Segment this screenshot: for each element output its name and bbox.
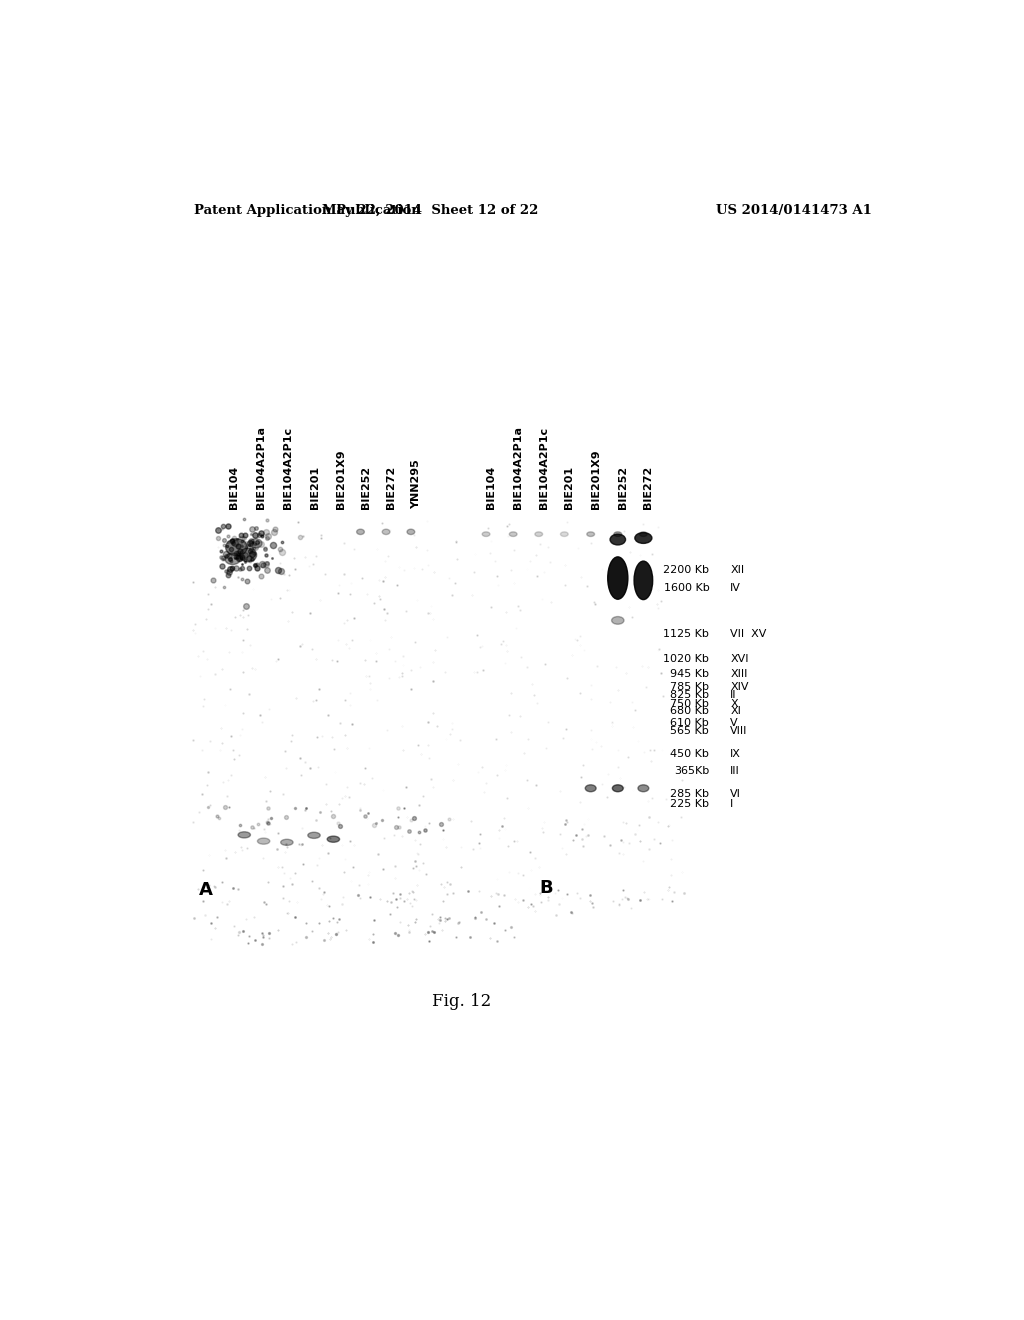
Text: VII  XV: VII XV (730, 630, 767, 639)
Text: BIE201X9: BIE201X9 (591, 449, 601, 508)
Ellipse shape (225, 553, 241, 565)
Ellipse shape (257, 838, 270, 845)
Ellipse shape (614, 532, 622, 536)
Ellipse shape (611, 616, 624, 624)
Text: 1020 Kb: 1020 Kb (664, 653, 710, 664)
Text: III: III (730, 767, 740, 776)
Text: A: A (199, 880, 212, 899)
Text: BIE252: BIE252 (360, 466, 371, 508)
Ellipse shape (281, 840, 293, 845)
Text: 2200 Kb: 2200 Kb (664, 565, 710, 576)
Ellipse shape (250, 539, 262, 548)
Text: XIII: XIII (730, 669, 748, 680)
Text: 825 Kb: 825 Kb (671, 690, 710, 700)
Text: BIE104A2P1a: BIE104A2P1a (513, 426, 523, 508)
Ellipse shape (635, 532, 652, 544)
Text: Patent Application Publication: Patent Application Publication (194, 205, 421, 218)
Text: 1125 Kb: 1125 Kb (664, 630, 710, 639)
Ellipse shape (587, 532, 595, 536)
Ellipse shape (382, 529, 390, 535)
Text: BIE201: BIE201 (564, 466, 574, 508)
Ellipse shape (640, 532, 647, 536)
Text: BIE104: BIE104 (228, 466, 239, 508)
Ellipse shape (638, 785, 649, 792)
Ellipse shape (607, 557, 628, 599)
Text: BIE104A2P1a: BIE104A2P1a (256, 426, 266, 508)
Text: 680 Kb: 680 Kb (671, 706, 710, 717)
Text: BIE252: BIE252 (617, 466, 628, 508)
Text: XIV: XIV (730, 681, 749, 692)
Text: BIE201X9: BIE201X9 (336, 449, 346, 508)
Ellipse shape (560, 532, 568, 536)
Text: 225 Kb: 225 Kb (671, 799, 710, 809)
Ellipse shape (407, 529, 415, 535)
Text: May 22, 2014  Sheet 12 of 22: May 22, 2014 Sheet 12 of 22 (323, 205, 539, 218)
Text: XII: XII (730, 565, 744, 576)
Ellipse shape (238, 832, 251, 838)
Text: I: I (730, 799, 733, 809)
Text: 285 Kb: 285 Kb (671, 789, 710, 800)
Text: B: B (540, 879, 553, 898)
Text: Fig. 12: Fig. 12 (432, 993, 490, 1010)
Text: 1600 Kb: 1600 Kb (664, 583, 710, 593)
Ellipse shape (586, 785, 596, 792)
Text: X: X (730, 698, 738, 709)
Text: 945 Kb: 945 Kb (671, 669, 710, 680)
Text: VI: VI (730, 789, 741, 800)
Text: V: V (730, 718, 738, 727)
Text: BIE201: BIE201 (310, 466, 321, 508)
Ellipse shape (308, 832, 321, 838)
Text: II: II (730, 690, 736, 700)
Ellipse shape (225, 539, 248, 556)
Text: 610 Kb: 610 Kb (671, 718, 710, 727)
Text: BIE272: BIE272 (643, 466, 653, 508)
Text: 785 Kb: 785 Kb (671, 681, 710, 692)
Ellipse shape (240, 548, 257, 562)
Text: 365Kb: 365Kb (674, 767, 710, 776)
Text: 450 Kb: 450 Kb (671, 748, 710, 759)
Text: 565 Kb: 565 Kb (671, 726, 710, 735)
Text: XI: XI (730, 706, 741, 717)
Ellipse shape (482, 532, 489, 536)
Text: BIE272: BIE272 (386, 466, 396, 508)
Text: IV: IV (730, 583, 741, 593)
Ellipse shape (634, 561, 652, 599)
Ellipse shape (356, 529, 365, 535)
Ellipse shape (328, 836, 340, 842)
Text: VIII: VIII (730, 726, 748, 735)
Text: BIE104A2P1c: BIE104A2P1c (283, 426, 293, 508)
Text: IX: IX (730, 748, 741, 759)
Ellipse shape (509, 532, 517, 536)
Text: YNN295: YNN295 (411, 459, 421, 508)
Text: BIE104A2P1c: BIE104A2P1c (539, 426, 549, 508)
Text: 750 Kb: 750 Kb (671, 698, 710, 709)
Text: BIE104: BIE104 (486, 466, 496, 508)
Ellipse shape (612, 785, 624, 792)
Text: XVI: XVI (730, 653, 749, 664)
Ellipse shape (535, 532, 543, 536)
Ellipse shape (610, 535, 626, 545)
Text: US 2014/0141473 A1: US 2014/0141473 A1 (716, 205, 872, 218)
